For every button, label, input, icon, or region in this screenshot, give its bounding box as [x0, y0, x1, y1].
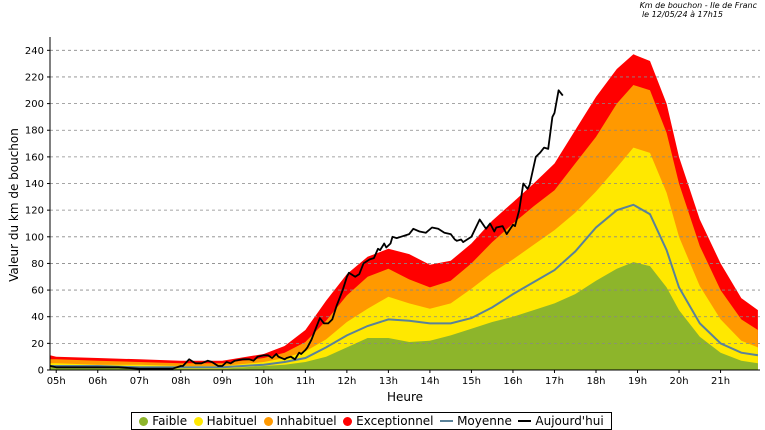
legend-swatch-moyenne [440, 420, 454, 422]
line-series [49, 89, 759, 370]
x-tick-label-14h: 14h [420, 376, 439, 387]
x-tick-label-05h: 05h [47, 376, 66, 387]
x-tick-label-16h: 16h [503, 376, 522, 387]
y-tick-label-40: 40 [31, 312, 44, 323]
x-tick-label-20h: 20h [670, 376, 689, 387]
legend-label-inhabituel: Inhabituel [276, 414, 337, 428]
y-tick-label-220: 220 [25, 72, 44, 83]
line-aujourdhui [49, 89, 564, 370]
legend-item-aujourdhui: Aujourd'hui [518, 414, 604, 428]
chart-date-line: le 12/05/24 à 17h15 [641, 10, 723, 19]
legend-swatch-inhabituel [263, 416, 273, 426]
legend-label-habituel: Habituel [206, 414, 257, 428]
grid-lines [50, 49, 760, 344]
x-tick-label-10h: 10h [254, 376, 273, 387]
x-tick-labels: 05h 06h 07h 08h 09h 10h 11h 12h 13h 14h 15h 16h 17h 1… [47, 370, 730, 387]
y-tick-label-120: 120 [25, 206, 44, 217]
x-tick-label-18h: 18h [586, 376, 605, 387]
legend-swatch-faible [139, 416, 149, 426]
y-tick-label-20: 20 [31, 339, 44, 350]
y-tick-label-180: 180 [25, 126, 44, 137]
y-tick-label-140: 140 [25, 179, 44, 190]
y-tick-label-200: 200 [25, 99, 44, 110]
chart-source-line: Km de bouchon - Ile de Franc [639, 1, 757, 10]
x-tick-label-21h: 21h [711, 376, 730, 387]
legend-label-faible: Faible [152, 414, 188, 428]
x-tick-label-11h: 11h [296, 376, 315, 387]
axes [49, 37, 760, 371]
legend-label-exceptionnel: Exceptionnel [356, 414, 434, 428]
y-tick-label-160: 160 [25, 152, 44, 163]
legend-swatch-habituel [193, 416, 203, 426]
y-tick-label-240: 240 [25, 46, 44, 57]
x-tick-label-17h: 17h [545, 376, 564, 387]
x-tick-label-13h: 13h [379, 376, 398, 387]
x-tick-label-07h: 07h [130, 376, 149, 387]
legend-item-faible: Faible [139, 414, 187, 428]
x-tick-label-15h: 15h [462, 376, 481, 387]
area-layers [50, 54, 758, 371]
legend-swatch-exceptionnel [343, 416, 353, 426]
legend-item-inhabituel: Inhabituel [263, 414, 337, 428]
x-tick-label-12h: 12h [337, 376, 356, 387]
y-tick-label-60: 60 [31, 286, 44, 297]
x-tick-label-19h: 19h [628, 376, 647, 387]
y-tick-label-0: 0 [38, 366, 44, 377]
legend-item-moyenne: Moyenne [440, 414, 512, 428]
legend-label-aujourdhui: Aujourd'hui [535, 414, 604, 428]
y-axis-label: Valeur du km de bouchon [7, 128, 21, 282]
x-tick-label-08h: 08h [171, 376, 190, 387]
y-tick-labels: 0 20 40 60 80 100 120 140 160 180 200 220 240 [25, 46, 50, 377]
legend-item-exceptionnel: Exceptionnel [343, 414, 434, 428]
legend-label-moyenne: Moyenne [457, 414, 512, 428]
x-tick-label-06h: 06h [88, 376, 107, 387]
legend-item-habituel: Habituel [193, 414, 257, 428]
x-axis-label: Heure [387, 390, 423, 404]
line-moyenne [50, 203, 759, 369]
x-tick-label-09h: 09h [213, 376, 232, 387]
legend: Faible Habituel Inhabituel Exceptionnel … [131, 412, 612, 430]
y-tick-label-80: 80 [31, 259, 44, 270]
y-tick-label-100: 100 [25, 232, 44, 243]
legend-swatch-aujourdhui [518, 420, 532, 422]
traffic-chart: 0 20 40 60 80 100 120 140 160 180 200 220 240 05h 06h… [7, 37, 760, 404]
